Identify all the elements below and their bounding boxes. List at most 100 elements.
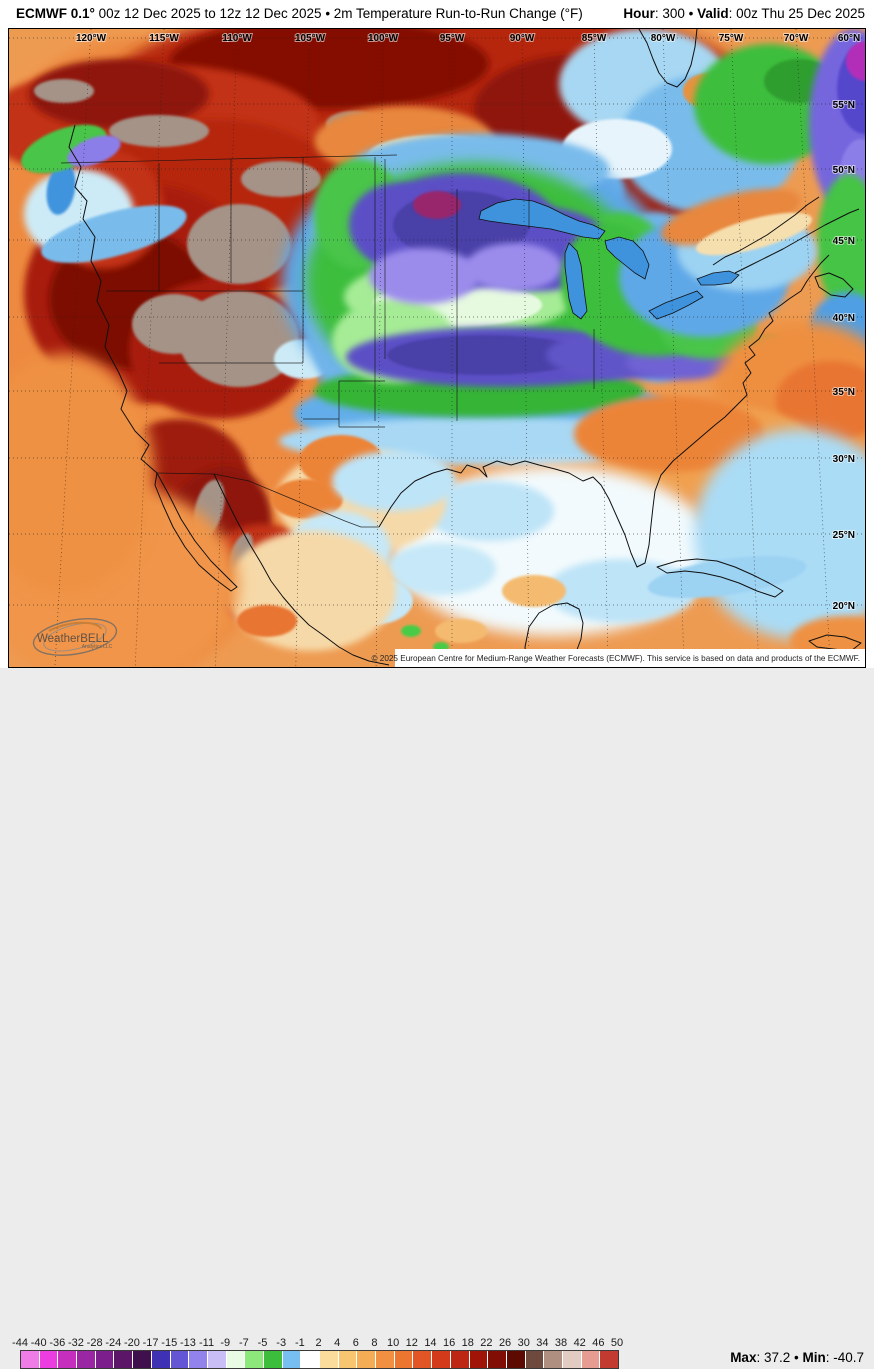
field-blob: [132, 294, 216, 354]
header-bar: ECMWF 0.1° 00z 12 Dec 2025 to 12z 12 Dec…: [0, 0, 874, 28]
colorbar-segment: [77, 1351, 96, 1368]
field-layer: [9, 29, 865, 667]
colorbar-segment: [39, 1351, 59, 1368]
colorbar-segment: [151, 1351, 171, 1368]
field-blob: [424, 481, 554, 541]
temperature-change-map: 120°W 115°W 110°W 105°W 100°W 95°W 90°W 85°W 80°…: [9, 29, 865, 667]
colorbar-tick-label: -9: [220, 1337, 231, 1349]
colorbar-tick-label: -36: [49, 1337, 66, 1349]
longitude-label: 95°W: [440, 33, 465, 44]
longitude-label: 80°W: [651, 33, 676, 44]
colorbar-tick-label: 38: [554, 1337, 568, 1349]
colorbar-segment: [114, 1351, 134, 1368]
field-blob: [187, 204, 291, 284]
coastline-path: [213, 473, 390, 666]
field-blob: [21, 124, 107, 174]
field-blob: [817, 174, 865, 314]
coastline-path: [524, 602, 584, 667]
map-canvas: 120°W 115°W 110°W 105°W 100°W 95°W 90°W 85°W 80°…: [8, 28, 866, 668]
colorbar-tick-label: 10: [387, 1337, 400, 1349]
longitude-label: 105°W: [295, 33, 326, 44]
colorbar-segment: [376, 1351, 395, 1368]
colorbar-segment: [133, 1351, 152, 1368]
field-blob: [401, 625, 421, 637]
colorbar-segment: [562, 1351, 582, 1368]
valid-label: Valid: [697, 6, 729, 21]
copyright-text: © 2025 European Centre for Medium-Range …: [371, 654, 860, 663]
valid-value: : 00z Thu 25 Dec 2025: [728, 6, 865, 21]
colorbar-segment: [450, 1351, 470, 1368]
colorbar-segment: [189, 1351, 208, 1368]
latitude-label: 40°N: [833, 313, 855, 324]
graticule-layer: [9, 29, 865, 667]
longitude-label: 75°W: [719, 33, 744, 44]
field-blob: [237, 605, 297, 637]
colorbar-tick-label: 42: [573, 1337, 586, 1349]
field-blob: [661, 188, 801, 246]
colorbar-tick-label: -15: [161, 1337, 178, 1349]
min-value: : -40.7: [825, 1350, 864, 1365]
field-blob: [647, 555, 807, 599]
latitude-label: 20°N: [833, 601, 855, 612]
coastline-path: [734, 208, 860, 274]
colorbar-tick-label: -24: [105, 1337, 122, 1349]
colorbar-tick-label: -44: [12, 1337, 28, 1349]
max-value: : 37.2: [756, 1350, 791, 1365]
coastline-path: [808, 634, 862, 652]
logo-wordmark: WeatherBELL: [37, 633, 109, 645]
longitude-label: 115°W: [149, 33, 179, 44]
colorbar-tick-label: -7: [238, 1337, 249, 1349]
colorbar-tick-label: 14: [424, 1337, 437, 1349]
hour-label: Hour: [623, 6, 655, 21]
max-min-readout: Max: 37.2 • Min: -40.7: [730, 1350, 864, 1365]
field-blob: [413, 191, 461, 219]
field-blob: [386, 543, 496, 595]
longitude-label: 90°W: [510, 33, 535, 44]
lake-shape: [478, 198, 606, 240]
colorbar-tick-label: -20: [123, 1337, 140, 1349]
separator-dot: •: [790, 1350, 803, 1365]
lake-shape: [564, 242, 588, 320]
latitude-label: 25°N: [833, 530, 855, 541]
coastline-path: [712, 196, 820, 266]
longitude-label: 120°W: [76, 33, 107, 44]
colorbar-segment: [58, 1351, 78, 1368]
coastline-path: [638, 29, 698, 88]
colorbar-segment: [469, 1351, 489, 1368]
colorbar-tick-label: 6: [352, 1337, 359, 1349]
field-blob: [435, 619, 487, 643]
max-label: Max: [730, 1350, 757, 1365]
colorbar-tick-label: 30: [517, 1337, 530, 1349]
lake-shape: [696, 270, 740, 286]
field-blob: [29, 59, 209, 129]
colorbar-tick-label: 4: [334, 1337, 341, 1349]
colorbar-tick-label: -32: [68, 1337, 84, 1349]
colorbar-tick-label: -1: [294, 1337, 305, 1349]
min-label: Min: [802, 1350, 826, 1365]
colorbar-tick-label: 22: [480, 1337, 493, 1349]
colorbar-segment: [170, 1351, 190, 1368]
field-blob: [776, 361, 865, 441]
colorbar-tick-label: 12: [405, 1337, 418, 1349]
latitude-label: 60°N: [838, 33, 860, 44]
colorbar-segment: [394, 1351, 414, 1368]
colorbar-tick-row: -44 -40 -36 -32 -28 -24 -20 -17 -15 -13 -11 -9 -7 -5-…: [12, 1337, 623, 1349]
colorbar-tick-label: 18: [461, 1337, 474, 1349]
latitude-label: 45°N: [833, 236, 855, 247]
colorbar-segment: [432, 1351, 451, 1368]
field-blob: [271, 479, 343, 519]
forecast-hour-valid: Hour: 300 • Valid: 00z Thu 25 Dec 2025: [623, 6, 865, 21]
field-blob: [241, 161, 321, 197]
colorbar-tick-label: -40: [30, 1337, 47, 1349]
colorbar-tick-label: 8: [371, 1337, 378, 1349]
meridian-line: [54, 29, 92, 667]
coastline-layer: [68, 29, 862, 667]
colorbar-segment: [600, 1351, 618, 1368]
field-blob: [369, 248, 479, 304]
colorbar-tick-label: 2: [315, 1337, 322, 1349]
latitude-label: 30°N: [833, 454, 855, 465]
longitude-label: 110°W: [222, 33, 252, 44]
field-blob: [574, 396, 764, 472]
model-name: ECMWF 0.1°: [16, 6, 95, 21]
colorbar-tick-label: -3: [276, 1337, 287, 1349]
